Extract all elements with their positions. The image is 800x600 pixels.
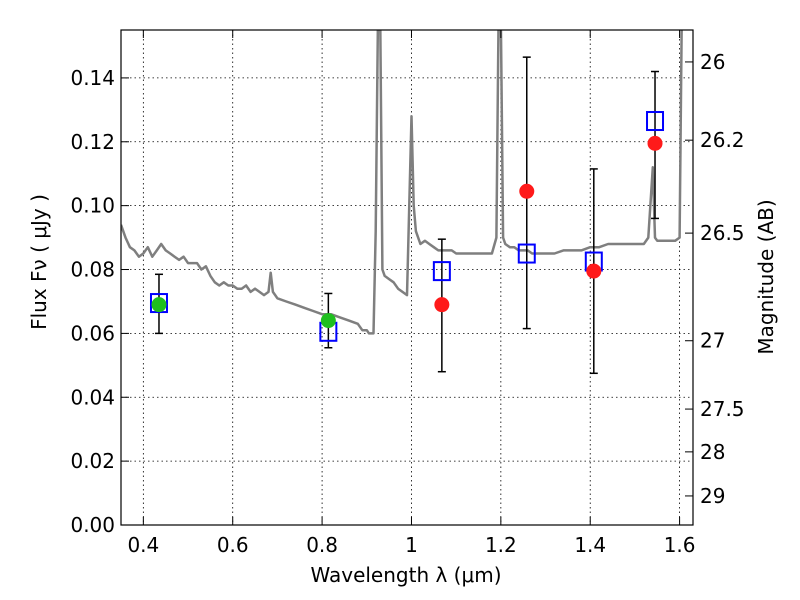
spectrum-layer (121, 30, 683, 335)
ticks: 0.4 0.6 0.8 1 1.2 1.4 1.6 0.00 0.02 0.04 0.06 0.08 0… (70, 30, 745, 557)
open-square-marker (432, 261, 451, 282)
x-tick-label: 0.8 (306, 533, 338, 557)
circle-marker (320, 313, 336, 329)
y-tick-label: 0.08 (70, 258, 115, 282)
magnitude-tick-label: 27 (700, 329, 725, 353)
y-tick-label: 0.12 (70, 130, 115, 154)
magnitude-tick-label: 29 (700, 484, 725, 508)
x-axis-title: Wavelength λ (μm) (310, 563, 501, 587)
circle-marker (519, 183, 535, 199)
y-tick-label: 0.10 (70, 194, 115, 218)
magnitude-tick-label: 26.5 (700, 221, 745, 245)
x-tick-label: 1.6 (664, 533, 696, 557)
y-tick-label: 0.14 (70, 66, 115, 90)
y-tick-label: 0.02 (70, 449, 115, 473)
x-tick-label: 1.4 (574, 533, 606, 557)
open-square-marker (517, 243, 536, 264)
y-tick-label: 0.06 (70, 321, 115, 345)
circle-marker (586, 263, 602, 279)
y-tick-label: 0.00 (70, 513, 115, 537)
error-bars (154, 56, 660, 375)
y-axis-title-right: Magnitude (AB) (754, 199, 778, 354)
open-square-marker (646, 111, 665, 132)
x-tick-label: 0.4 (127, 533, 159, 557)
x-tick-label: 0.6 (217, 533, 249, 557)
plot-frame (120, 29, 694, 526)
y-tick-label: 0.04 (70, 385, 115, 409)
x-tick-label: 1 (405, 533, 418, 557)
data-markers (149, 111, 665, 342)
circle-marker (434, 297, 450, 313)
magnitude-tick-label: 26 (700, 50, 725, 74)
y-axis-title-left: Flux Fν ( μJy ) (27, 194, 51, 330)
magnitude-tick-label: 28 (700, 440, 725, 464)
magnitude-tick-label: 27.5 (700, 397, 745, 421)
spectrum-line (121, 30, 683, 335)
grid (121, 30, 693, 526)
magnitude-tick-label: 26.2 (700, 128, 745, 152)
x-tick-label: 1.2 (485, 533, 517, 557)
circle-marker (151, 297, 167, 313)
circle-marker (647, 135, 663, 151)
